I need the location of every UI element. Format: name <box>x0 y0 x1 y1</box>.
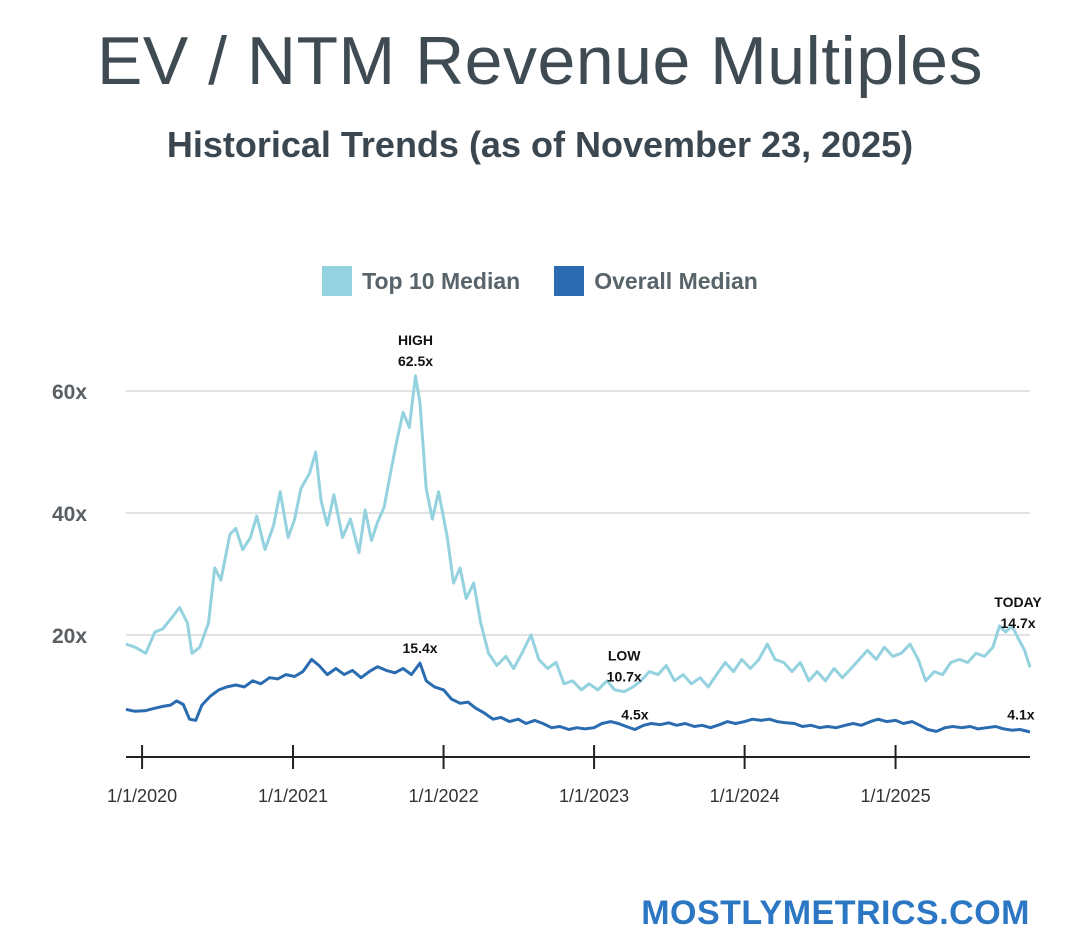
annotation-label: 10.7x <box>607 669 642 685</box>
x-tick-label: 1/1/2025 <box>861 786 931 806</box>
legend-item-overall[interactable]: Overall Median <box>554 266 758 296</box>
y-tick-label: 40x <box>52 503 87 526</box>
chart-title: EV / NTM Revenue Multiples <box>97 23 983 99</box>
x-tick-label: 1/1/2024 <box>710 786 780 806</box>
chart-subtitle: Historical Trends (as of November 23, 20… <box>166 124 914 165</box>
legend-swatch-overall <box>554 266 585 296</box>
annotation-label: 4.5x <box>621 707 648 723</box>
series-line-top10 <box>125 374 1032 694</box>
annotation-label: 4.1x <box>1007 707 1034 723</box>
brand-logo-text[interactable]: MOSTLYMETRICS.COM <box>641 894 1030 932</box>
chart-legend: Top 10 Median Overall Median <box>0 266 1080 296</box>
annotation-label: 14.7x <box>1001 615 1036 631</box>
x-tick-label: 1/1/2020 <box>107 786 177 806</box>
annotation-label: 15.4x <box>403 640 438 656</box>
annotation-label: TODAY <box>994 594 1042 610</box>
annotation-label: HIGH <box>398 332 433 348</box>
x-tick-label: 1/1/2023 <box>559 786 629 806</box>
legend-label-top10: Top 10 Median <box>362 267 521 294</box>
legend-item-top10[interactable]: Top 10 Median <box>322 266 520 296</box>
legend-label-overall: Overall Median <box>594 267 758 294</box>
series-line-overall <box>125 657 1031 734</box>
y-tick-label: 20x <box>52 625 87 648</box>
legend-swatch-top10 <box>322 266 353 296</box>
annotation-label: 62.5x <box>398 353 433 369</box>
x-tick-label: 1/1/2022 <box>409 786 479 806</box>
y-tick-label: 60x <box>52 381 87 404</box>
x-tick-label: 1/1/2021 <box>258 786 328 806</box>
annotation-label: LOW <box>608 648 641 664</box>
